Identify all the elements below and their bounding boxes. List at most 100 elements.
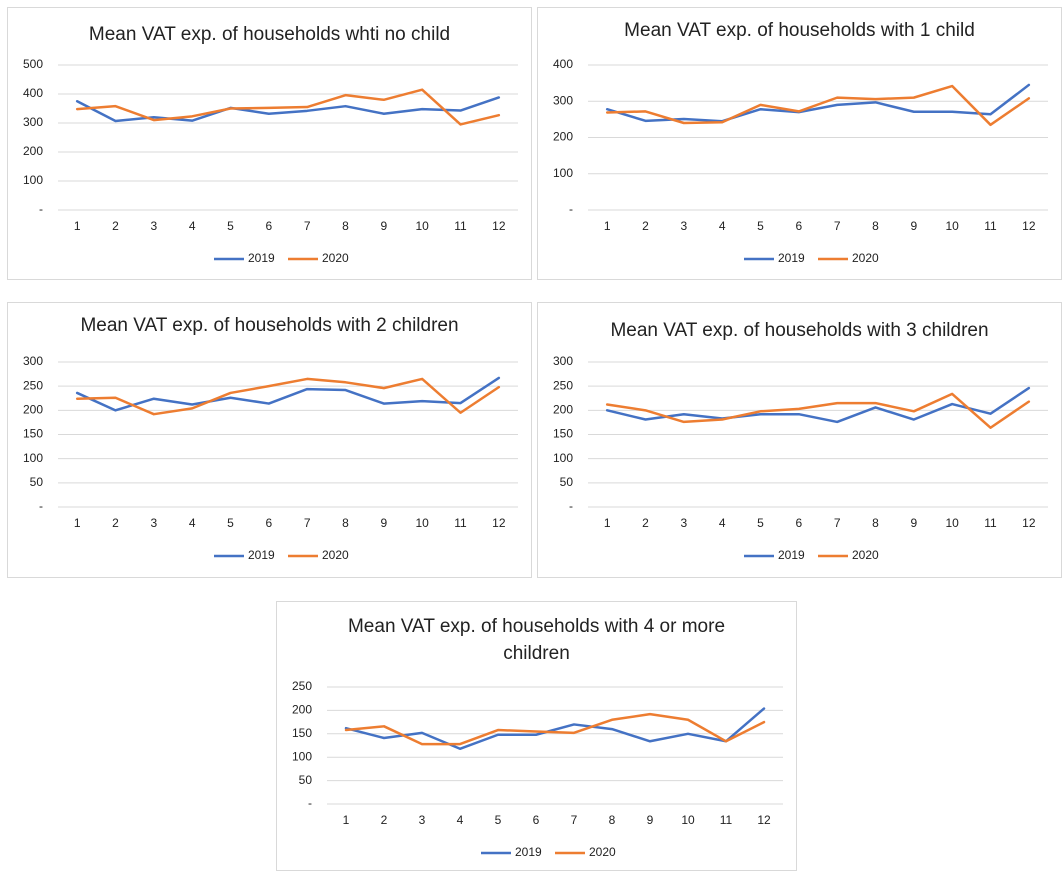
- x-tick-label: 5: [227, 219, 234, 233]
- legend-label: 2019: [778, 548, 805, 562]
- x-tick-label: 12: [492, 219, 506, 233]
- x-tick-label: 7: [304, 516, 311, 530]
- x-tick-label: 1: [604, 219, 611, 233]
- x-tick-label: 9: [910, 516, 917, 530]
- data-line: [75, 377, 501, 416]
- legend-label: 2020: [589, 845, 616, 859]
- legend-label: 2020: [852, 251, 879, 265]
- x-tick-label: 11: [454, 219, 467, 233]
- y-tick-label: 500: [23, 57, 43, 71]
- x-tick-label: 1: [604, 516, 611, 530]
- legend-label: 2020: [322, 251, 349, 265]
- y-tick-label: 150: [553, 427, 573, 441]
- x-tick-label: 5: [757, 516, 764, 530]
- data-line: [344, 712, 766, 746]
- x-tick-label: 12: [1022, 219, 1036, 233]
- data-line: [75, 88, 501, 126]
- data-line: [605, 83, 1031, 123]
- x-tick-label: 8: [342, 219, 349, 233]
- chart-title: Mean VAT exp. of households with 4 or mo…: [347, 616, 726, 664]
- x-tick-label: 2: [642, 219, 649, 233]
- x-tick-label: 9: [647, 813, 654, 827]
- x-tick-label: 9: [380, 516, 387, 530]
- x-tick-label: 9: [910, 219, 917, 233]
- chart-panel: -50 100 150 200 250 1 2 3 4 5 6 7 8 9 10 11 12 2019 2020 Me…: [276, 601, 797, 871]
- x-tick-label: 10: [945, 219, 959, 233]
- x-tick-label: 3: [150, 219, 157, 233]
- y-tick-label: 200: [553, 403, 573, 417]
- x-tick-label: 8: [872, 219, 879, 233]
- y-tick-label: 300: [553, 93, 573, 107]
- y-tick-label: 100: [23, 173, 43, 187]
- x-tick-label: 8: [872, 516, 879, 530]
- x-tick-label: 3: [680, 219, 687, 233]
- y-tick-label: 100: [23, 451, 43, 465]
- y-tick-label: 250: [23, 378, 43, 392]
- data-line: [605, 84, 1031, 127]
- y-tick-label: 300: [23, 115, 43, 129]
- x-tick-label: 2: [381, 813, 388, 827]
- y-tick-label: 400: [23, 86, 43, 100]
- chart-panel: -100 200 300 400 1 2 3 4 5 6 7 8 9 10 11 12 2019 2020 Mean…: [537, 7, 1062, 280]
- x-tick-label: 8: [342, 516, 349, 530]
- data-line: [75, 376, 501, 412]
- y-tick-label: 150: [292, 726, 312, 740]
- chart-title: Mean VAT exp. of households whti no chil…: [88, 24, 451, 45]
- data-line: [344, 707, 766, 751]
- y-tick-label: 50: [299, 773, 313, 787]
- chart-title: Mean VAT exp. of households with 1 child: [624, 20, 975, 41]
- x-tick-label: 12: [1022, 516, 1036, 530]
- y-tick-label: -: [308, 796, 312, 810]
- y-tick-label: 50: [30, 475, 44, 489]
- y-tick-label: -: [39, 202, 43, 216]
- chart-title: Mean VAT exp. of households with 2 child…: [80, 315, 459, 336]
- data-line: [605, 386, 1031, 424]
- legend-label: 2020: [852, 548, 879, 562]
- y-tick-label: -: [569, 499, 573, 513]
- legend-label: 2019: [778, 251, 805, 265]
- y-tick-label: 100: [553, 166, 573, 180]
- x-tick-label: 12: [757, 813, 771, 827]
- x-tick-label: 4: [189, 219, 196, 233]
- x-tick-label: 6: [533, 813, 540, 827]
- x-tick-label: 1: [74, 219, 81, 233]
- y-tick-label: 100: [292, 749, 312, 763]
- y-tick-label: 200: [23, 403, 43, 417]
- x-tick-label: 7: [571, 813, 578, 827]
- x-tick-label: 9: [380, 219, 387, 233]
- x-tick-label: 2: [642, 516, 649, 530]
- x-tick-label: 3: [150, 516, 157, 530]
- legend-label: 2019: [248, 548, 275, 562]
- x-tick-label: 11: [984, 219, 997, 233]
- x-tick-label: 4: [719, 516, 726, 530]
- x-tick-label: 2: [112, 516, 119, 530]
- x-tick-label: 7: [834, 516, 841, 530]
- y-tick-label: 200: [553, 130, 573, 144]
- x-tick-label: 7: [304, 219, 311, 233]
- chart-panel: -50 100 150 200 250 300 1 2 3 4 5 6 7 8 9 10 11 12 2019 202…: [7, 302, 532, 578]
- y-tick-label: -: [39, 499, 43, 513]
- legend-label: 2020: [322, 548, 349, 562]
- y-tick-label: 300: [553, 354, 573, 368]
- y-tick-label: 50: [560, 475, 574, 489]
- x-tick-label: 1: [74, 516, 81, 530]
- x-tick-label: 4: [189, 516, 196, 530]
- x-tick-label: 7: [834, 219, 841, 233]
- data-line: [605, 392, 1031, 429]
- x-tick-label: 2: [112, 219, 119, 233]
- y-tick-label: 200: [23, 144, 43, 158]
- x-tick-label: 10: [681, 813, 695, 827]
- x-tick-label: 5: [227, 516, 234, 530]
- x-tick-label: 4: [457, 813, 464, 827]
- x-tick-label: 6: [265, 516, 272, 530]
- x-tick-label: 8: [609, 813, 616, 827]
- y-tick-label: 100: [553, 451, 573, 465]
- x-tick-label: 3: [419, 813, 426, 827]
- y-tick-label: 400: [553, 57, 573, 71]
- x-tick-label: 5: [757, 219, 764, 233]
